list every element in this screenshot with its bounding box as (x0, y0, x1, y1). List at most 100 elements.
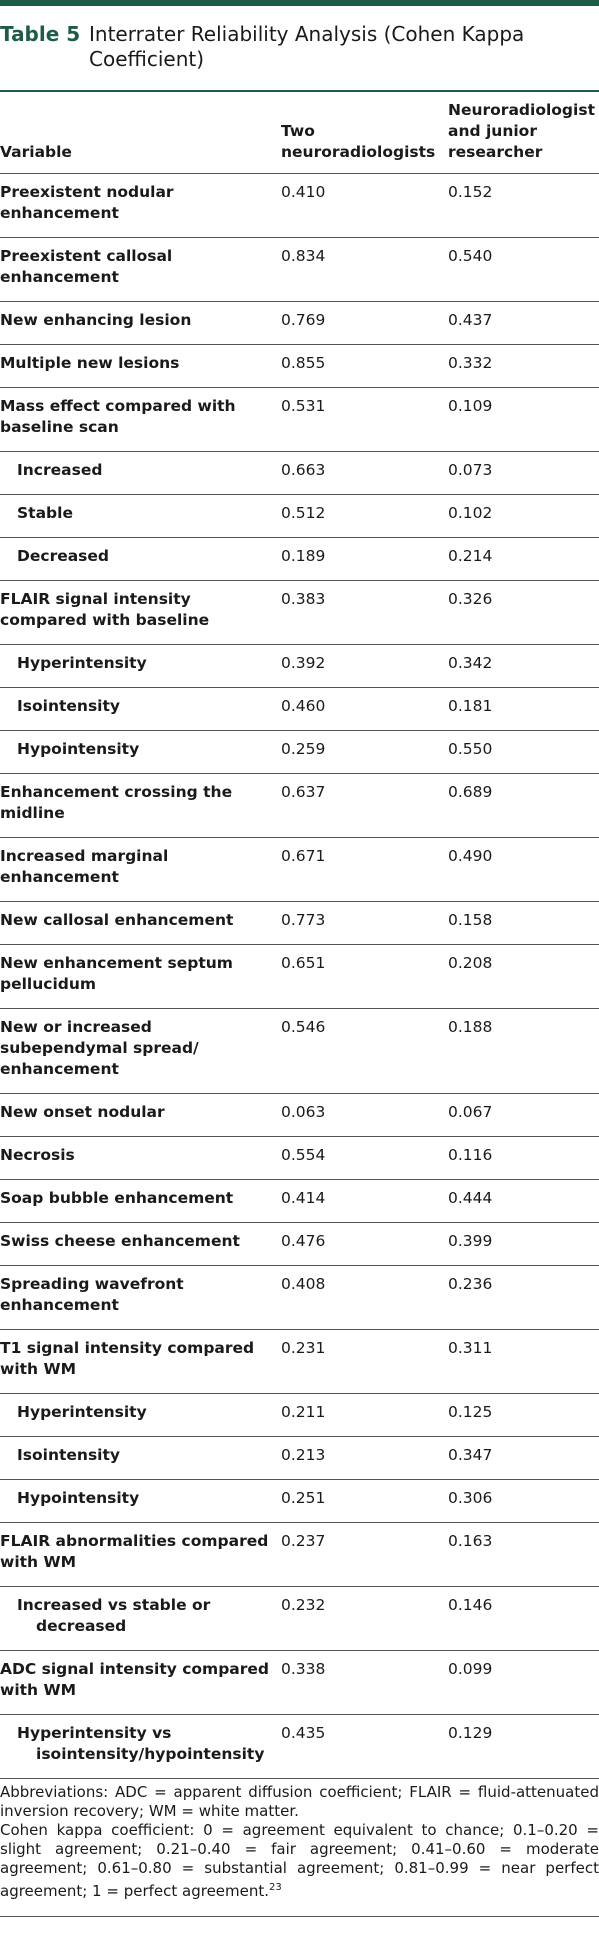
table-row: New enhancement septum pellucidum 0.651 0.… (0, 945, 599, 1009)
neuroradiologist-junior-kappa: 0.550 (448, 740, 493, 758)
row-variable-label: Increased (17, 460, 270, 481)
header-col1-line1: Two (281, 122, 315, 140)
neuroradiologist-junior-kappa: 0.188 (448, 1018, 493, 1036)
table-row: Preexistent callosal enhancement 0.834 0.5… (0, 238, 599, 302)
footnote-abbreviations: Abbreviations: ADC = apparent diffusion … (0, 1783, 599, 1820)
two-neuroradiologists-kappa: 0.213 (281, 1446, 326, 1464)
neuroradiologist-junior-kappa: 0.347 (448, 1446, 493, 1464)
two-neuroradiologists-kappa: 0.383 (281, 590, 326, 608)
table-row: Hyperintensity 0.392 0.342 (0, 645, 599, 688)
two-neuroradiologists-kappa: 0.512 (281, 504, 326, 522)
neuroradiologist-junior-kappa: 0.073 (448, 461, 493, 479)
row-variable-label: New enhancement septum pellucidum (0, 953, 270, 995)
neuroradiologist-junior-kappa: 0.129 (448, 1724, 493, 1742)
row-variable-text: ADC signal intensity compared with WM (0, 1660, 270, 1699)
row-variable-label: Mass effect compared with baseline scan (0, 396, 270, 438)
row-variable-label: Increased marginal enhancement (0, 846, 270, 888)
row-variable-text: FLAIR signal intensity compared with bas… (0, 590, 210, 629)
table-row: Preexistent nodular enhancement 0.410 0.15… (0, 174, 599, 238)
row-variable-text: Isointensity (17, 697, 120, 715)
two-neuroradiologists-kappa: 0.410 (281, 183, 326, 201)
row-variable-label: Increased vs stable or decreased (17, 1595, 270, 1637)
two-neuroradiologists-kappa: 0.392 (281, 654, 326, 672)
two-neuroradiologists-kappa: 0.769 (281, 311, 326, 329)
row-variable-text: Necrosis (0, 1146, 75, 1164)
table-row: New enhancing lesion 0.769 0.437 (0, 302, 599, 345)
two-neuroradiologists-kappa: 0.237 (281, 1532, 326, 1550)
two-neuroradiologists-kappa: 0.251 (281, 1489, 326, 1507)
row-variable-text: Stable (17, 504, 73, 522)
two-neuroradiologists-kappa: 0.476 (281, 1232, 326, 1250)
two-neuroradiologists-kappa: 0.637 (281, 783, 326, 801)
row-variable-label: Isointensity (17, 1445, 270, 1466)
row-variable-label: T1 signal intensity compared with WM (0, 1338, 270, 1380)
table-row: Increased marginal enhancement 0.671 0.490 (0, 838, 599, 902)
row-variable-text: New or increased subependymal spread/ en… (0, 1018, 199, 1078)
table-row: Hyperintensity vs isointensity/hypointens… (0, 1715, 599, 1779)
neuroradiologist-junior-kappa: 0.163 (448, 1532, 493, 1550)
row-variable-text: Hypointensity (17, 740, 140, 758)
table-row: Necrosis 0.554 0.116 (0, 1137, 599, 1180)
two-neuroradiologists-kappa: 0.671 (281, 847, 326, 865)
row-variable-text: Mass effect compared with baseline scan (0, 397, 236, 436)
table-row: Stable 0.512 0.102 (0, 495, 599, 538)
row-variable-label: Stable (17, 503, 270, 524)
table-row: Spreading wavefront enhancement 0.408 0.23… (0, 1266, 599, 1330)
neuroradiologist-junior-kappa: 0.490 (448, 847, 493, 865)
row-variable-label: Hyperintensity (17, 1402, 270, 1423)
row-variable-text: Increased vs stable or (17, 1596, 211, 1614)
neuroradiologist-junior-kappa: 0.116 (448, 1146, 493, 1164)
row-variable-label: New onset nodular (0, 1102, 270, 1123)
two-neuroradiologists-kappa: 0.189 (281, 547, 326, 565)
row-variable-label: Isointensity (17, 696, 270, 717)
neuroradiologist-junior-kappa: 0.109 (448, 397, 493, 415)
footnote-kappa: Cohen kappa coefficient: 0 = agreement e… (0, 1821, 599, 1901)
row-variable-text: Spreading wavefront enhancement (0, 1275, 184, 1314)
footnote-reference: 23 (269, 1882, 282, 1893)
table-number: Table 5 (0, 22, 81, 46)
header-col2-line1: Neuroradiologist (448, 101, 595, 119)
neuroradiologist-junior-kappa: 0.067 (448, 1103, 493, 1121)
row-variable-text: Preexistent nodular enhancement (0, 183, 174, 222)
table-row: Decreased 0.189 0.214 (0, 538, 599, 581)
row-variable-label: Decreased (17, 546, 270, 567)
row-variable-label: FLAIR abnormalities compared with WM (0, 1531, 270, 1573)
neuroradiologist-junior-kappa: 0.444 (448, 1189, 493, 1207)
table-row: ADC signal intensity compared with WM 0.3… (0, 1651, 599, 1715)
table-row: Swiss cheese enhancement 0.476 0.399 (0, 1223, 599, 1266)
row-variable-label: Spreading wavefront enhancement (0, 1274, 270, 1316)
row-variable-label: Soap bubble enhancement (0, 1188, 270, 1209)
two-neuroradiologists-kappa: 0.546 (281, 1018, 326, 1036)
header-col2-line3: researcher (448, 143, 543, 161)
row-variable-text: Preexistent callosal enhancement (0, 247, 173, 286)
two-neuroradiologists-kappa: 0.338 (281, 1660, 326, 1678)
neuroradiologist-junior-kappa: 0.689 (448, 783, 493, 801)
row-variable-text: Soap bubble enhancement (0, 1189, 234, 1207)
neuroradiologist-junior-kappa: 0.540 (448, 247, 493, 265)
row-variable-label: Preexistent callosal enhancement (0, 246, 270, 288)
row-variable-text: Decreased (17, 547, 110, 565)
two-neuroradiologists-kappa: 0.651 (281, 954, 326, 972)
bottom-rule (0, 1916, 599, 1917)
two-neuroradiologists-kappa: 0.063 (281, 1103, 326, 1121)
neuroradiologist-junior-kappa: 0.158 (448, 911, 493, 929)
table-row: New callosal enhancement 0.773 0.158 (0, 902, 599, 945)
header-col2: Neuroradiologist and junior researcher (448, 100, 595, 163)
row-variable-label: Multiple new lesions (0, 353, 270, 374)
row-variable-text: Increased marginal enhancement (0, 847, 169, 886)
row-variable-text: New onset nodular (0, 1103, 165, 1121)
row-variable-text: Hyperintensity vs (17, 1724, 172, 1742)
two-neuroradiologists-kappa: 0.531 (281, 397, 326, 415)
row-variable-text: Increased (17, 461, 103, 479)
header-col2-line2: and junior (448, 122, 537, 140)
table-row: FLAIR signal intensity compared with bas… (0, 581, 599, 645)
row-variable-label: New or increased subependymal spread/ en… (0, 1017, 270, 1080)
table-row: New or increased subependymal spread/ en… (0, 1009, 599, 1094)
top-accent-bar (0, 0, 599, 6)
two-neuroradiologists-kappa: 0.460 (281, 697, 326, 715)
footnote-kappa-text: Cohen kappa coefficient: 0 = agreement e… (0, 1821, 599, 1900)
row-variable-continuation: decreased (36, 1617, 127, 1635)
row-variable-label: Hypointensity (17, 1488, 270, 1509)
table-row: Increased vs stable or decreased 0.232 0.14… (0, 1587, 599, 1651)
neuroradiologist-junior-kappa: 0.306 (448, 1489, 493, 1507)
